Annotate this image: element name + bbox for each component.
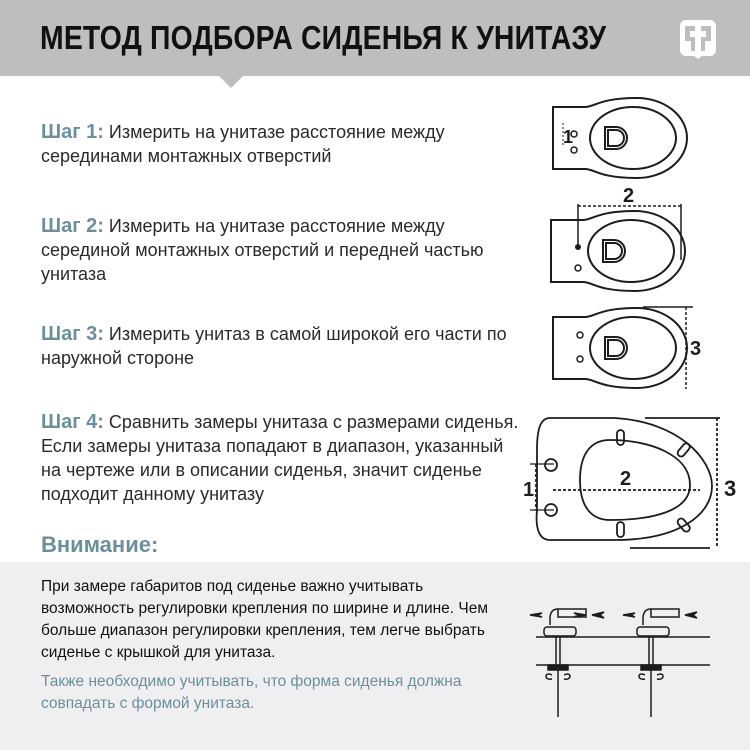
toilet-diagram-step-3: 3 xyxy=(552,306,701,389)
step-text: Измерить унитаз в самой широкой его част… xyxy=(41,324,507,368)
bolt-left xyxy=(529,608,605,717)
attention-title: Внимание: xyxy=(41,532,159,557)
brand-logo-icon xyxy=(680,20,716,59)
step-4: Шаг 4: Сравнить замеры унитаза с размера… xyxy=(41,410,521,506)
dimension-label: 2 xyxy=(620,468,631,490)
step-label: Шаг 1: xyxy=(41,121,104,143)
step-text: Измерить на унитазе расстояние между сер… xyxy=(41,216,484,284)
dimension-label: 1 xyxy=(523,479,534,501)
step-label: Шаг 2: xyxy=(41,215,104,237)
toilet-diagram-step-1: 1 xyxy=(552,97,688,179)
attention-note: Также необходимо учитывать, что форма си… xyxy=(41,673,462,712)
dimension-label: 1 xyxy=(563,127,573,147)
toilet-diagram-step-2: 2 xyxy=(550,185,686,292)
step-2: Шаг 2: Измерить на унитазе расстояние ме… xyxy=(41,214,511,286)
attention-panel xyxy=(0,562,750,750)
dimension-label: 3 xyxy=(690,338,701,360)
step-label: Шаг 4: xyxy=(41,411,104,433)
step-1: Шаг 1: Измерить на унитазе расстояние ме… xyxy=(41,120,511,168)
mounting-bolts-diagram xyxy=(529,608,710,717)
step-label: Шаг 3: xyxy=(41,323,104,345)
page-title: МЕТОД ПОДБОРА СИДЕНЬЯ К УНИТАЗУ xyxy=(40,19,607,56)
step-text: Сравнить замеры унитаза с размерами сиде… xyxy=(41,412,519,504)
attention-body: При замере габаритов под сиденье важно у… xyxy=(41,578,489,661)
step-text: Измерить на унитазе расстояние между сер… xyxy=(41,122,445,166)
header-banner: МЕТОД ПОДБОРА СИДЕНЬЯ К УНИТАЗУ xyxy=(0,0,750,76)
dimension-label: 3 xyxy=(724,476,736,501)
bolt-right xyxy=(622,608,698,717)
header-pointer xyxy=(218,75,244,88)
step-3: Шаг 3: Измерить унитаз в самой широкой е… xyxy=(41,322,511,370)
dimension-label: 2 xyxy=(623,185,634,207)
seat-diagram-step-4: 1 2 3 xyxy=(523,417,736,549)
